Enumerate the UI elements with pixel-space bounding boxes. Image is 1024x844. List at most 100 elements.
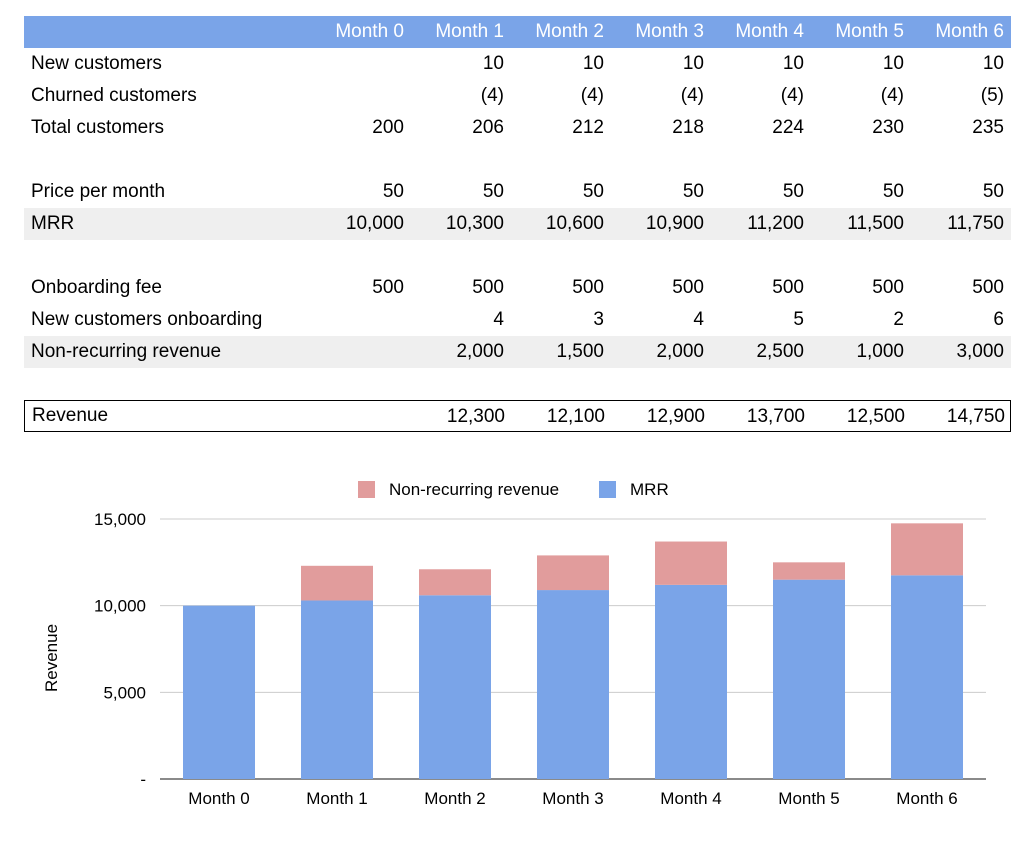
header-month-1: Month 1 [435, 21, 504, 42]
row-new-customers-onboarding: New customers onboarding 4 3 4 5 2 6 [24, 304, 1011, 336]
header-month-5: Month 5 [835, 21, 904, 42]
table-cell: 10 [782, 53, 804, 74]
stacked-revenue-chart: Non-recurring revenue MRR Revenue - 5,000… [42, 480, 986, 808]
header-month-0: Month 0 [335, 21, 404, 42]
table-cell: 10 [682, 53, 704, 74]
table-cell: 10,600 [545, 213, 604, 234]
table-cell: 3,000 [956, 341, 1004, 362]
table-cell: 12,500 [846, 406, 905, 427]
table-cell: 50 [682, 181, 704, 202]
table-cell: 10,300 [445, 213, 504, 234]
legend-swatch-non-recurring-revenue [358, 481, 375, 498]
table-cell: 10 [982, 53, 1004, 74]
row-non-recurring-revenue: Non-recurring revenue 2,000 1,500 2,000 … [24, 336, 1011, 368]
table-cell: (5) [980, 85, 1004, 106]
bar-mrr [655, 584, 727, 779]
table-cell: 2,500 [756, 341, 804, 362]
table-cell: 13,700 [746, 406, 805, 427]
table-cell: 11,500 [847, 213, 904, 234]
x-tick-label: Month 2 [424, 789, 485, 808]
revenue-model-table: Month 0 Month 1 Month 2 Month 3 Month 4 … [24, 16, 1011, 432]
bar-mrr [183, 605, 255, 779]
header-month-2: Month 2 [535, 21, 604, 42]
row-label: Total customers [31, 117, 165, 138]
row-onboarding-fee: Onboarding fee 500 500 500 500 500 500 5… [24, 272, 1011, 304]
table-cell: (4) [880, 85, 904, 106]
bar-non-recurring-revenue [655, 541, 727, 585]
bar-mrr [537, 590, 609, 779]
table-cell: 50 [982, 181, 1004, 202]
table-cell: 50 [882, 181, 904, 202]
table-cell: 500 [872, 277, 904, 298]
row-label: Onboarding fee [31, 277, 162, 298]
table-cell: 500 [372, 277, 404, 298]
table-cell: 12,900 [646, 406, 705, 427]
table-cell: 206 [472, 117, 504, 138]
y-tick-label: 5,000 [103, 683, 146, 702]
table-cell: 2,000 [656, 341, 704, 362]
bars [183, 523, 963, 779]
table-cell: 218 [672, 117, 704, 138]
table-cell: 12,300 [446, 406, 505, 427]
table-cell: 6 [993, 309, 1004, 330]
legend-label-mrr: MRR [630, 480, 669, 499]
table-cell: 10,000 [345, 213, 404, 234]
x-tick-label: Month 6 [896, 789, 957, 808]
row-mrr: MRR 10,000 10,300 10,600 10,900 11,200 1… [24, 208, 1011, 240]
row-label: New customers onboarding [31, 309, 263, 330]
table-cell: 4 [493, 309, 504, 330]
table-cell: 50 [582, 181, 604, 202]
x-tick-label: Month 0 [188, 789, 249, 808]
spacer-row [24, 368, 1011, 400]
row-label: New customers [31, 53, 162, 74]
bar-non-recurring-revenue [891, 523, 963, 576]
row-label: Non-recurring revenue [31, 341, 222, 362]
bar-non-recurring-revenue [773, 562, 845, 580]
table-cell: 10 [582, 53, 604, 74]
table-cell: 14,750 [946, 406, 1005, 427]
bar-mrr [773, 579, 845, 779]
header-month-3: Month 3 [635, 21, 704, 42]
table-cell: 224 [772, 117, 804, 138]
row-price-per-month: Price per month 50 50 50 50 50 50 50 [24, 176, 1011, 208]
table-cell: 12,100 [546, 406, 605, 427]
y-axis-ticks: - 5,000 10,000 15,000 [94, 510, 146, 789]
bar-non-recurring-revenue [301, 565, 373, 601]
table-cell: 235 [972, 117, 1004, 138]
row-total-customers: Total customers 200 206 212 218 224 230 … [24, 112, 1011, 144]
bar-mrr [891, 575, 963, 779]
row-label: Price per month [31, 181, 166, 202]
table-cell: 212 [572, 117, 604, 138]
table-cell: 200 [372, 117, 404, 138]
table-cell: 2 [893, 309, 904, 330]
table-cell: 500 [972, 277, 1004, 298]
chart-legend: Non-recurring revenue MRR [358, 480, 669, 499]
table-cell: 230 [872, 117, 904, 138]
table-cell: (4) [480, 85, 504, 106]
table-cell: 500 [672, 277, 704, 298]
row-revenue: Revenue 12,300 12,100 12,900 13,700 12,5… [24, 400, 1011, 432]
y-tick-label: 15,000 [94, 510, 146, 529]
table-cell: (4) [780, 85, 804, 106]
table-cell: (4) [580, 85, 604, 106]
x-tick-label: Month 3 [542, 789, 603, 808]
table-cell: 3 [593, 309, 604, 330]
table-cell: 50 [782, 181, 804, 202]
table-cell: 11,200 [747, 213, 804, 234]
row-label: Revenue [32, 405, 109, 426]
table-cell: 11,750 [947, 213, 1004, 234]
table-header-row: Month 0 Month 1 Month 2 Month 3 Month 4 … [24, 16, 1011, 48]
y-tick-label: 10,000 [94, 597, 146, 616]
table-cell: 1,000 [856, 341, 904, 362]
table-cell [304, 80, 404, 112]
table-cell: 50 [482, 181, 504, 202]
bar-mrr [419, 595, 491, 779]
legend-swatch-mrr [599, 481, 616, 498]
x-tick-label: Month 4 [660, 789, 721, 808]
row-label: MRR [31, 213, 75, 234]
spacer-row [24, 144, 1011, 176]
table-cell [304, 48, 404, 80]
table-cell: 10 [882, 53, 904, 74]
table-cell: 5 [793, 309, 804, 330]
row-new-customers: New customers 10 10 10 10 10 10 [24, 48, 1011, 80]
